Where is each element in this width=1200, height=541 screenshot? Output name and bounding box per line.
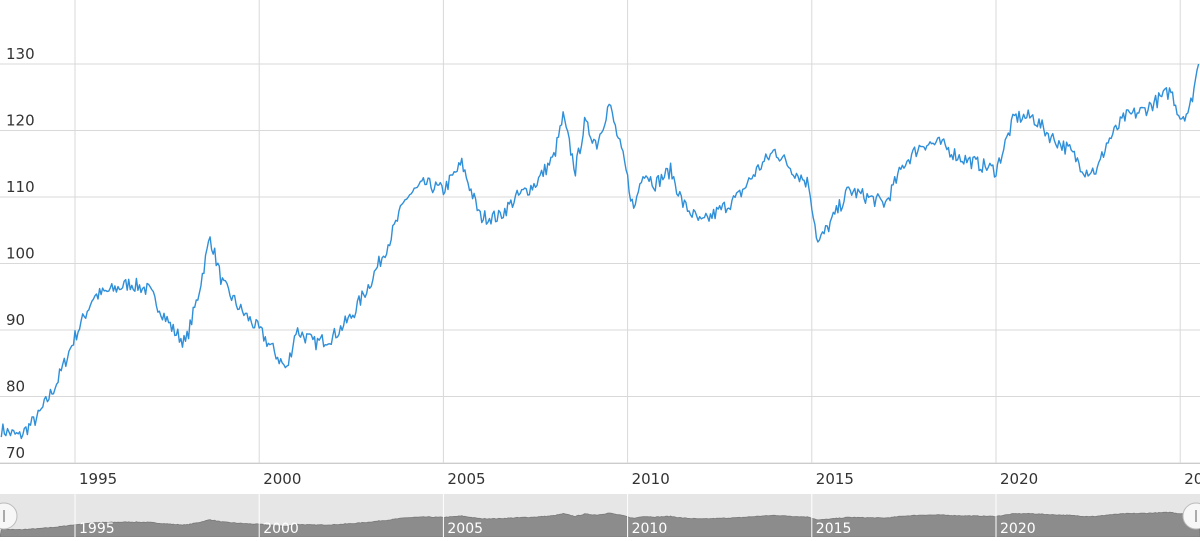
x-tick-label: 2005	[447, 470, 485, 488]
x-tick-label: 20	[1184, 470, 1200, 488]
x-tick-label: 2020	[1000, 470, 1038, 488]
navigator-handle-right-knob[interactable]	[1182, 502, 1200, 530]
navigator-label: 2020	[1000, 521, 1036, 537]
x-tick-label: 2010	[632, 470, 670, 488]
y-tick-label: 80	[6, 378, 25, 396]
y-tick-label: 70	[6, 444, 25, 462]
y-tick-label: 120	[6, 112, 35, 130]
x-tick-label: 1995	[79, 470, 117, 488]
y-tick-label: 100	[6, 245, 35, 263]
navigator[interactable]: 1995 2000 2005 2010 2015 2020	[0, 494, 1200, 538]
series-line	[0, 63, 1200, 440]
navigator-label: 2010	[632, 521, 668, 537]
navigator-handle-left[interactable]	[0, 502, 18, 530]
y-tick-label: 90	[6, 311, 25, 329]
navigator-label: 2015	[816, 521, 852, 537]
y-tick-label: 130	[6, 45, 35, 63]
navigator-label: 2005	[447, 521, 483, 537]
series-layer	[0, 63, 1200, 440]
grid	[0, 0, 1200, 464]
navigator-handle-right[interactable]	[1182, 502, 1200, 530]
navigator-label: 2000	[263, 521, 299, 537]
x-tick-label: 2015	[816, 470, 854, 488]
navigator-label: 1995	[79, 521, 115, 537]
navigator-area	[0, 510, 1200, 538]
x-tick-label: 2000	[263, 470, 301, 488]
axes: 70 80 90 100 110 120 130 1995 2000 2005 2010 2015 20…	[0, 45, 1200, 488]
y-tick-label: 110	[6, 178, 35, 196]
navigator-handle-left-knob[interactable]	[0, 502, 18, 530]
